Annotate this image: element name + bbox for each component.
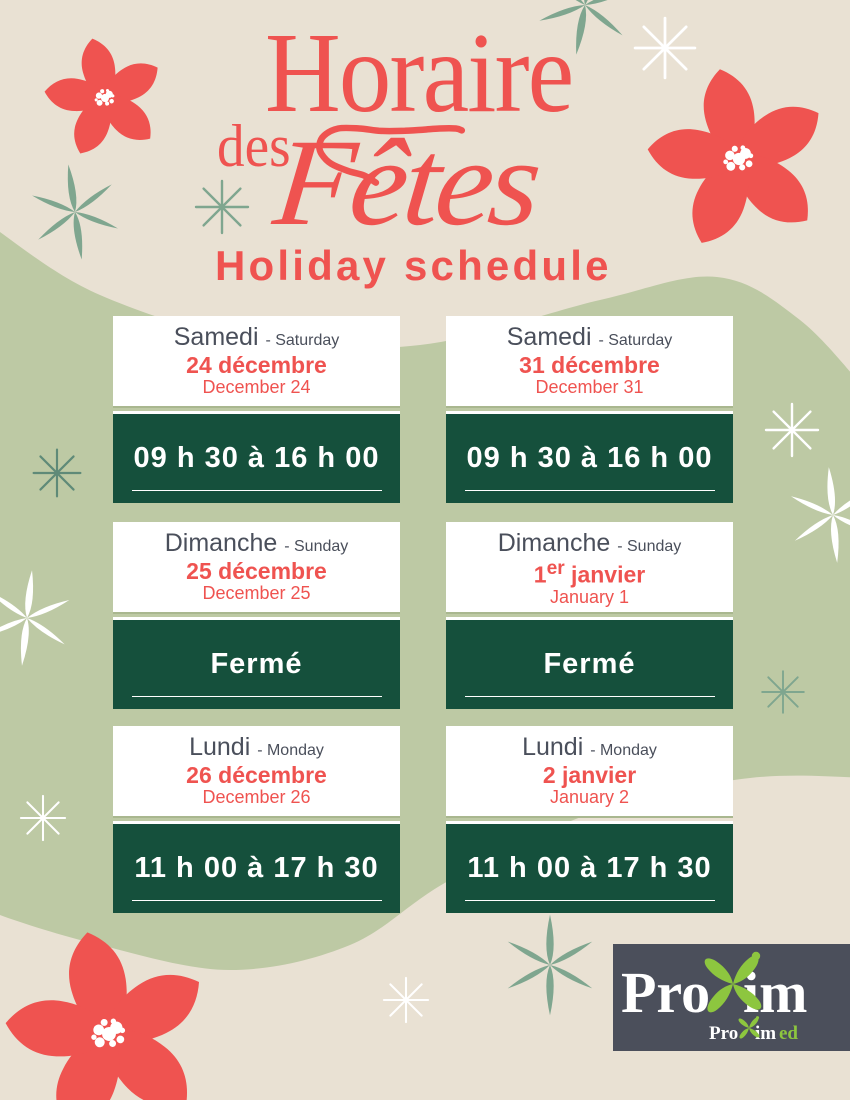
svg-text:ed: ed — [779, 1023, 798, 1044]
svg-text:Pro: Pro — [621, 960, 710, 1025]
svg-text:im: im — [755, 1023, 776, 1044]
svg-text:Pro: Pro — [709, 1023, 738, 1044]
